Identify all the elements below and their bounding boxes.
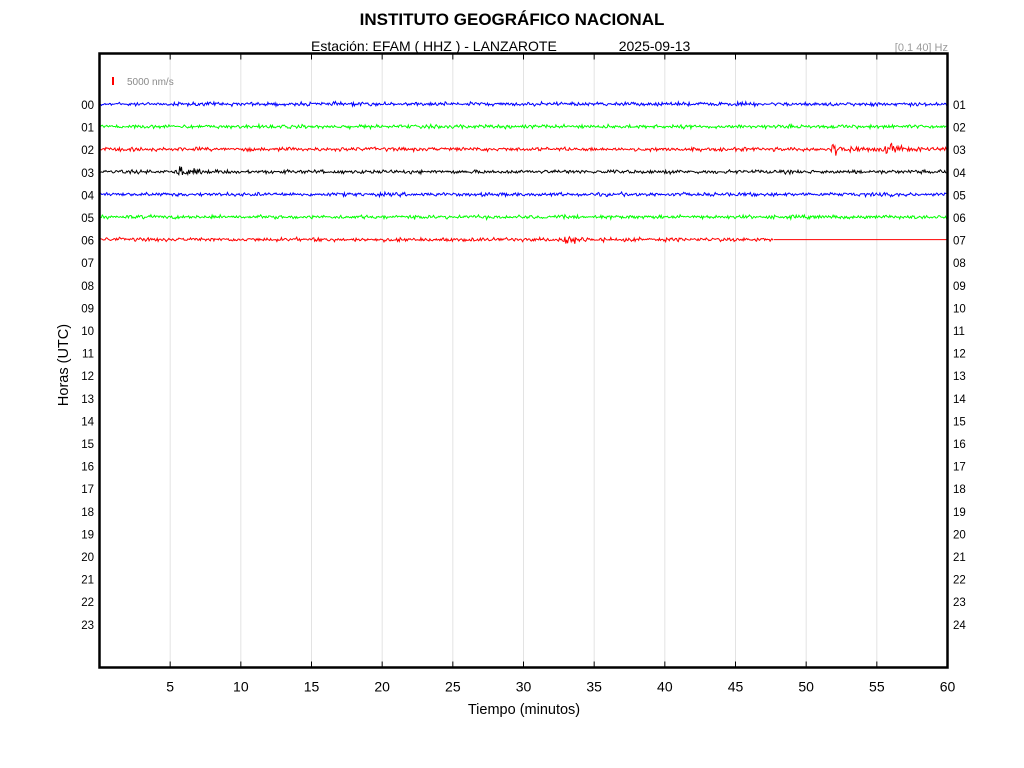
scale-bar-label: 5000 nm/s xyxy=(127,77,174,88)
station-line: Estación: EFAM ( HHZ ) - LANZAROTE 2025-… xyxy=(311,38,690,54)
hour-label-left: 19 xyxy=(81,529,94,541)
hour-label-left: 23 xyxy=(81,620,94,632)
hour-label-right: 05 xyxy=(953,190,966,202)
hour-label-left: 00 xyxy=(81,100,94,112)
hour-label-left: 05 xyxy=(81,213,94,225)
hour-label-right: 18 xyxy=(953,484,966,496)
x-axis-label: Tiempo (minutos) xyxy=(468,702,580,718)
hour-label-right: 24 xyxy=(953,620,966,632)
trace-hour-02 xyxy=(100,142,948,156)
hour-label-right: 03 xyxy=(953,145,966,157)
x-tick-label: 30 xyxy=(516,679,532,695)
hour-label-left: 01 xyxy=(81,123,94,135)
hour-label-left: 03 xyxy=(81,168,94,180)
hour-label-right: 14 xyxy=(953,394,966,406)
trace-hour-03 xyxy=(100,166,948,177)
hour-label-left: 16 xyxy=(81,462,94,474)
hour-label-right: 04 xyxy=(953,168,966,180)
hour-label-right: 09 xyxy=(953,281,966,293)
hour-label-right: 20 xyxy=(953,529,966,541)
trace-layer xyxy=(100,99,948,244)
hour-label-right: 19 xyxy=(953,507,966,519)
hour-label-right: 12 xyxy=(953,349,966,361)
x-tick-label: 25 xyxy=(445,679,461,695)
hour-label-left: 04 xyxy=(81,190,94,202)
hour-label-left: 08 xyxy=(81,281,94,293)
page-title: INSTITUTO GEOGRÁFICO NACIONAL xyxy=(359,10,665,29)
hour-label-right: 02 xyxy=(953,123,966,135)
x-tick-label: 40 xyxy=(657,679,673,695)
hour-label-right: 17 xyxy=(953,462,966,474)
hour-label-left: 14 xyxy=(81,416,94,428)
hour-label-left: 11 xyxy=(82,349,94,361)
hour-label-left: 13 xyxy=(81,394,94,406)
x-tick-label: 15 xyxy=(304,679,320,695)
label-layer: 5 10 15 20 25 30 35 40 45 50 55 60 00 01 02 03 04 05 06 07 0… xyxy=(56,77,966,718)
hour-label-left: 17 xyxy=(81,484,94,496)
hour-label-left: 20 xyxy=(81,552,94,564)
x-tick-label: 10 xyxy=(233,679,249,695)
plot-frame xyxy=(98,52,949,669)
trace-hour-06 xyxy=(100,235,774,244)
hour-label-left: 10 xyxy=(81,326,94,338)
filter-band-label: [0.1 40] Hz xyxy=(894,42,948,54)
x-tick-label: 5 xyxy=(166,679,174,695)
x-tick-label: 60 xyxy=(940,679,956,695)
x-tick-label: 20 xyxy=(374,679,390,695)
hour-label-left: 12 xyxy=(81,371,94,383)
hour-label-right: 11 xyxy=(953,326,965,338)
record-date: 2025-09-13 xyxy=(618,38,691,54)
hour-label-right: 13 xyxy=(953,371,966,383)
hour-label-right: 15 xyxy=(953,416,966,428)
trace-hour-05 xyxy=(100,213,948,222)
hour-label-right: 07 xyxy=(953,236,966,248)
hour-label-left: 18 xyxy=(81,507,94,519)
gridlines xyxy=(169,53,948,668)
x-tick-label: 55 xyxy=(869,679,885,695)
station-prefix: Estación: xyxy=(311,38,369,54)
hour-label-left: 15 xyxy=(81,439,94,451)
hour-label-right: 21 xyxy=(953,552,966,564)
hour-label-left: 22 xyxy=(81,597,94,609)
trace-hour-01 xyxy=(100,122,948,131)
hour-label-left: 09 xyxy=(81,303,94,315)
hour-label-left: 06 xyxy=(81,236,94,248)
hour-label-right: 16 xyxy=(953,439,966,451)
hour-label-right: 08 xyxy=(953,258,966,270)
hour-label-right: 10 xyxy=(953,303,966,315)
x-tick-label: 45 xyxy=(728,679,744,695)
station-name: EFAM ( HHZ ) - LANZAROTE xyxy=(372,38,557,54)
hour-label-left: 02 xyxy=(81,145,94,157)
hour-label-left: 07 xyxy=(81,258,94,270)
x-tick-label: 50 xyxy=(798,679,814,695)
hour-label-right: 06 xyxy=(953,213,966,225)
hour-label-right: 23 xyxy=(953,597,966,609)
hour-label-left: 21 xyxy=(81,575,94,587)
hour-label-right: 01 xyxy=(953,100,966,112)
trace-hour-00 xyxy=(100,99,948,108)
hour-label-right: 22 xyxy=(953,575,966,587)
y-axis-label: Horas (UTC) xyxy=(56,324,72,406)
trace-hour-04 xyxy=(100,190,948,199)
x-tick-label: 35 xyxy=(586,679,602,695)
